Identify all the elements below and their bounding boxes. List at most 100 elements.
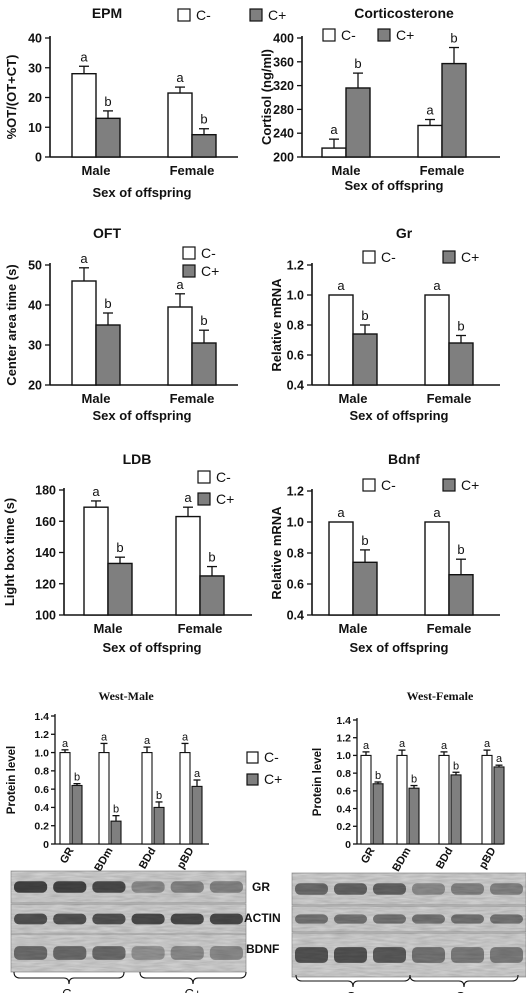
male-treated-group: C+: [139, 971, 247, 993]
y-axis-label: Center area time (s): [4, 264, 19, 385]
y-tick-label: 100: [35, 609, 56, 623]
y-tick-label: 280: [273, 103, 294, 117]
category-label: BDd: [137, 846, 159, 872]
group-brace: [409, 974, 519, 988]
bar-treated-male: [352, 333, 378, 386]
bar-control-bdd: [141, 752, 153, 845]
significance-label: a: [101, 731, 108, 743]
bar-treated-male: [95, 117, 121, 158]
bar-control-bdd: [438, 754, 450, 845]
significance-label: a: [194, 768, 201, 780]
significance-label: a: [182, 731, 189, 743]
category-label: Male: [332, 163, 361, 178]
bar-treated-male: [95, 324, 121, 386]
bar-treated-male: [107, 562, 133, 616]
y-tick-label: 0.8: [287, 547, 304, 561]
y-tick-label: 0: [35, 151, 42, 165]
significance-label: b: [457, 542, 464, 557]
significance-label: a: [337, 278, 345, 293]
y-tick-label: 160: [35, 515, 56, 529]
bar-treated-bdm: [408, 787, 420, 845]
bar-control-male: [71, 280, 97, 386]
category-label: Female: [170, 163, 215, 178]
y-tick-label: 0.6: [287, 349, 304, 363]
significance-label: a: [426, 103, 434, 118]
significance-label: a: [399, 738, 406, 750]
significance-label: a: [80, 251, 88, 266]
chart-title: EPM: [92, 5, 122, 21]
category-label: BDd: [434, 846, 456, 872]
significance-label: a: [433, 278, 441, 293]
legend-swatch-treated: [442, 478, 456, 492]
significance-label: a: [363, 740, 370, 752]
y-tick-label: 1.0: [34, 747, 49, 759]
y-tick-label: 30: [28, 61, 42, 75]
category-label: pBD: [477, 845, 499, 871]
y-axis-label: %OT/(OT+CT): [4, 55, 19, 140]
significance-label: a: [92, 484, 100, 499]
y-tick-label: 0.8: [287, 319, 304, 333]
bar-treated-pbd: [493, 766, 505, 845]
legend-label: C-: [341, 27, 356, 43]
legend-label: C-: [381, 249, 396, 265]
blot-female-actin-noise: [292, 906, 526, 932]
legend-label: C+: [264, 771, 282, 787]
significance-label: b: [411, 774, 417, 786]
category-label: GR: [359, 845, 378, 865]
legend-label: C+: [216, 491, 234, 507]
blot-male-actin: [10, 903, 247, 935]
chart-title: Gr: [396, 225, 413, 241]
y-tick-label: 10: [28, 121, 42, 135]
significance-label: a: [484, 738, 491, 750]
significance-label: a: [176, 70, 184, 85]
x-axis-label: Sex of offspring: [93, 408, 192, 423]
y-tick-label: 320: [273, 79, 294, 93]
bar-control-female: [167, 306, 193, 386]
y-tick-label: 0.6: [34, 784, 49, 796]
y-tick-label: 0.4: [287, 609, 304, 623]
significance-label: a: [80, 49, 88, 64]
y-tick-label: 1.2: [34, 729, 49, 741]
legend-swatch-control: [322, 28, 336, 42]
y-tick-label: 1.2: [287, 485, 304, 499]
legend-label: C+: [201, 263, 219, 279]
significance-label: b: [450, 31, 457, 46]
y-tick-label: 1.0: [336, 750, 351, 762]
x-axis-label: Sex of offspring: [350, 640, 449, 655]
bar-control-bdm: [396, 754, 408, 845]
significance-label: b: [200, 313, 207, 328]
bar-treated-bdd: [450, 774, 462, 845]
significance-label: b: [104, 296, 111, 311]
category-label: Female: [427, 621, 472, 636]
group-label: C-: [346, 989, 360, 993]
legend-label: C+: [461, 249, 479, 265]
group-label: C-: [62, 986, 76, 993]
legend-swatch-control: [197, 470, 211, 484]
legend-label: C-: [201, 245, 216, 261]
category-label: Female: [178, 621, 223, 636]
y-tick-label: 200: [273, 151, 294, 165]
bar-control-gr: [360, 754, 372, 845]
legend-label: C-: [264, 749, 279, 765]
western-blots-layer: GR ACTIN BDNF C- C+ C- C+: [10, 870, 526, 993]
bar-treated-female: [441, 62, 467, 158]
legend-label: C+: [396, 27, 414, 43]
y-tick-label: 0.8: [34, 766, 49, 778]
blot-band-label: BDNF: [246, 942, 279, 956]
y-tick-label: 40: [28, 299, 42, 313]
significance-label: a: [496, 753, 503, 765]
y-tick-label: 0.4: [34, 802, 49, 814]
y-axis-label: Cortisol (ng/ml): [259, 49, 274, 145]
y-tick-label: 40: [28, 32, 42, 46]
y-axis-label: Relative mRNA: [269, 278, 284, 372]
y-tick-label: 20: [28, 379, 42, 393]
legend-label: C-: [196, 7, 211, 23]
chart-title: West-Female: [407, 689, 474, 703]
group-brace: [13, 971, 125, 985]
y-axis-label: Relative mRNA: [269, 506, 284, 600]
y-tick-label: 140: [35, 546, 56, 560]
bar-treated-female: [191, 342, 217, 386]
bar-control-pbd: [179, 752, 191, 845]
y-tick-label: 50: [28, 259, 42, 273]
bar-treated-pbd: [191, 785, 203, 845]
